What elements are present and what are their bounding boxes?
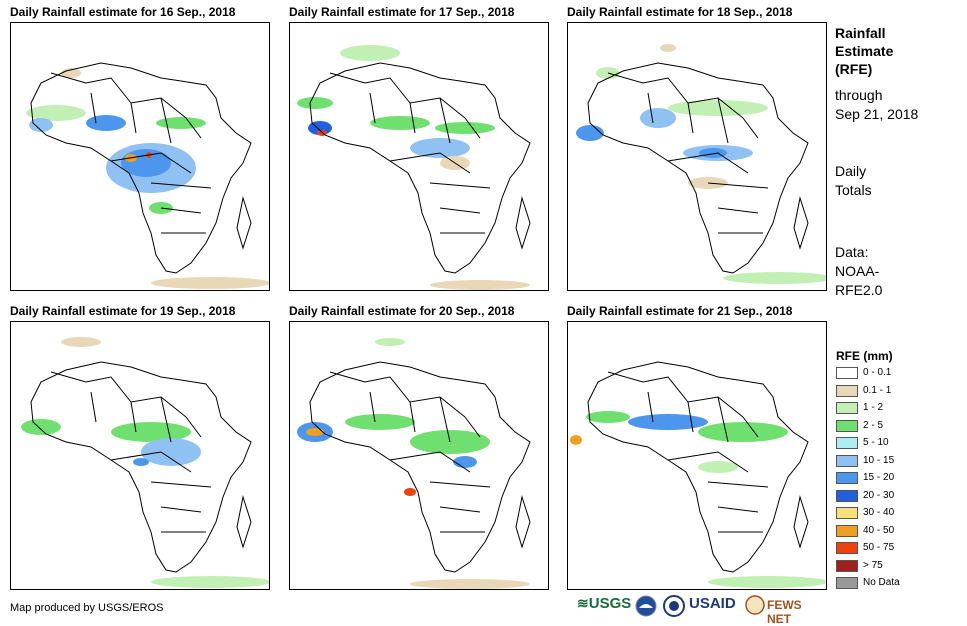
legend-label: 15 - 20 [863, 472, 895, 483]
map-panel-19sep [10, 321, 270, 590]
legend-item: 0 - 0.1 [836, 367, 956, 380]
legend-swatch [836, 402, 858, 414]
legend-item: 2 - 5 [836, 419, 956, 433]
through-label: through [835, 87, 883, 103]
africa-map-19sep [21, 337, 269, 588]
legend-swatch [836, 559, 858, 572]
legend-label: 1 - 2 [863, 402, 884, 413]
data-source-line2: RFE2.0 [835, 282, 883, 298]
legend-swatch [836, 384, 858, 397]
through-date: through Sep 21, 2018 [835, 86, 918, 124]
legend-item: 5 - 10 [836, 437, 956, 450]
legend-label: No Data [863, 577, 900, 588]
legend-label: 2 - 5 [863, 419, 884, 431]
legend-label: 0 - 0.1 [863, 367, 892, 378]
data-label: Data: [835, 244, 869, 260]
credit-text: Map produced by USGS/EROS [10, 602, 164, 614]
legend-swatch [836, 419, 858, 432]
panel-title-19sep: Daily Rainfall estimate for 19 Sep., 201… [10, 304, 236, 318]
end-date: Sep 21, 2018 [835, 106, 919, 122]
legend-label: 50 - 75 [863, 542, 895, 553]
map-panel-17sep [289, 22, 549, 291]
data-source-line1: NOAA- [835, 263, 880, 279]
usaid-logo-text: USAID [689, 595, 736, 612]
africa-map-18sep [576, 44, 826, 284]
usgs-logo: ≋USGS [577, 595, 631, 617]
map-panel-20sep [289, 321, 549, 590]
map-panel-18sep [567, 22, 827, 291]
rfe-title-line3: (RFE) [835, 61, 873, 77]
usaid-seal-icon [663, 595, 685, 617]
legend-item: 30 - 40 [836, 507, 956, 520]
panel-title-17sep: Daily Rainfall estimate for 17 Sep., 201… [289, 5, 515, 19]
map-panel-16sep [10, 22, 270, 291]
legend-item: No Data [836, 577, 956, 590]
legend-label: 5 - 10 [863, 437, 889, 448]
legend-label: 40 - 50 [863, 524, 895, 536]
legend-swatch [836, 472, 858, 484]
rfe-title-line2: Estimate [835, 43, 894, 59]
legend-label: > 75 [863, 559, 883, 571]
rfe-title-line1: Rainfall [835, 25, 886, 41]
noaa-seal-icon [635, 595, 657, 617]
usgs-logo-text: USGS [588, 595, 632, 612]
legend-swatch [836, 489, 858, 502]
africa-map-20sep [297, 338, 531, 589]
daily-totals: Daily Totals [835, 162, 872, 200]
legend-item: 0.1 - 1 [836, 384, 956, 398]
legend-swatch [836, 367, 858, 379]
legend-swatch [836, 542, 858, 554]
fewsnet-logo [745, 595, 765, 617]
legend-swatch [836, 577, 858, 589]
legend-item: 50 - 75 [836, 542, 956, 555]
legend-label: 10 - 15 [863, 454, 895, 466]
legend-label: 20 - 30 [863, 489, 895, 501]
africa-map-17sep [297, 45, 531, 290]
logos: ≋USGS USAID FEWS NET [577, 595, 827, 626]
legend-label: 0.1 - 1 [863, 384, 892, 396]
legend-item: 1 - 2 [836, 402, 956, 415]
panel-title-20sep: Daily Rainfall estimate for 20 Sep., 201… [289, 304, 515, 318]
panel-title-16sep: Daily Rainfall estimate for 16 Sep., 201… [10, 5, 236, 19]
data-source: Data: NOAA- RFE2.0 [835, 243, 882, 300]
legend-swatch [836, 454, 858, 467]
legend-item: > 75 [836, 559, 956, 573]
totals-label: Totals [835, 182, 872, 198]
map-panel-21sep [567, 321, 827, 590]
panel-title-21sep: Daily Rainfall estimate for 21 Sep., 201… [567, 304, 793, 318]
legend-swatch [836, 524, 858, 537]
legend-label: 30 - 40 [863, 507, 895, 518]
noaa-logo [635, 595, 657, 617]
legend-item: 40 - 50 [836, 524, 956, 538]
fewsnet-globe-icon [745, 595, 765, 615]
africa-map-21sep [570, 361, 826, 588]
africa-map-16sep [26, 62, 269, 289]
legend-title: RFE (mm) [836, 349, 893, 363]
legend-swatch [836, 507, 858, 519]
legend-item: 15 - 20 [836, 472, 956, 485]
rfe-title: Rainfall Estimate (RFE) [835, 24, 893, 78]
panel-title-18sep: Daily Rainfall estimate for 18 Sep., 201… [567, 5, 793, 19]
usgs-wave-icon: ≋ [577, 595, 589, 611]
fewsnet-logo-text: FEWS NET [767, 598, 802, 626]
legend-swatch [836, 437, 858, 449]
legend-item: 10 - 15 [836, 454, 956, 468]
daily-label: Daily [835, 163, 867, 179]
legend-item: 20 - 30 [836, 489, 956, 503]
usaid-seal [663, 595, 685, 617]
